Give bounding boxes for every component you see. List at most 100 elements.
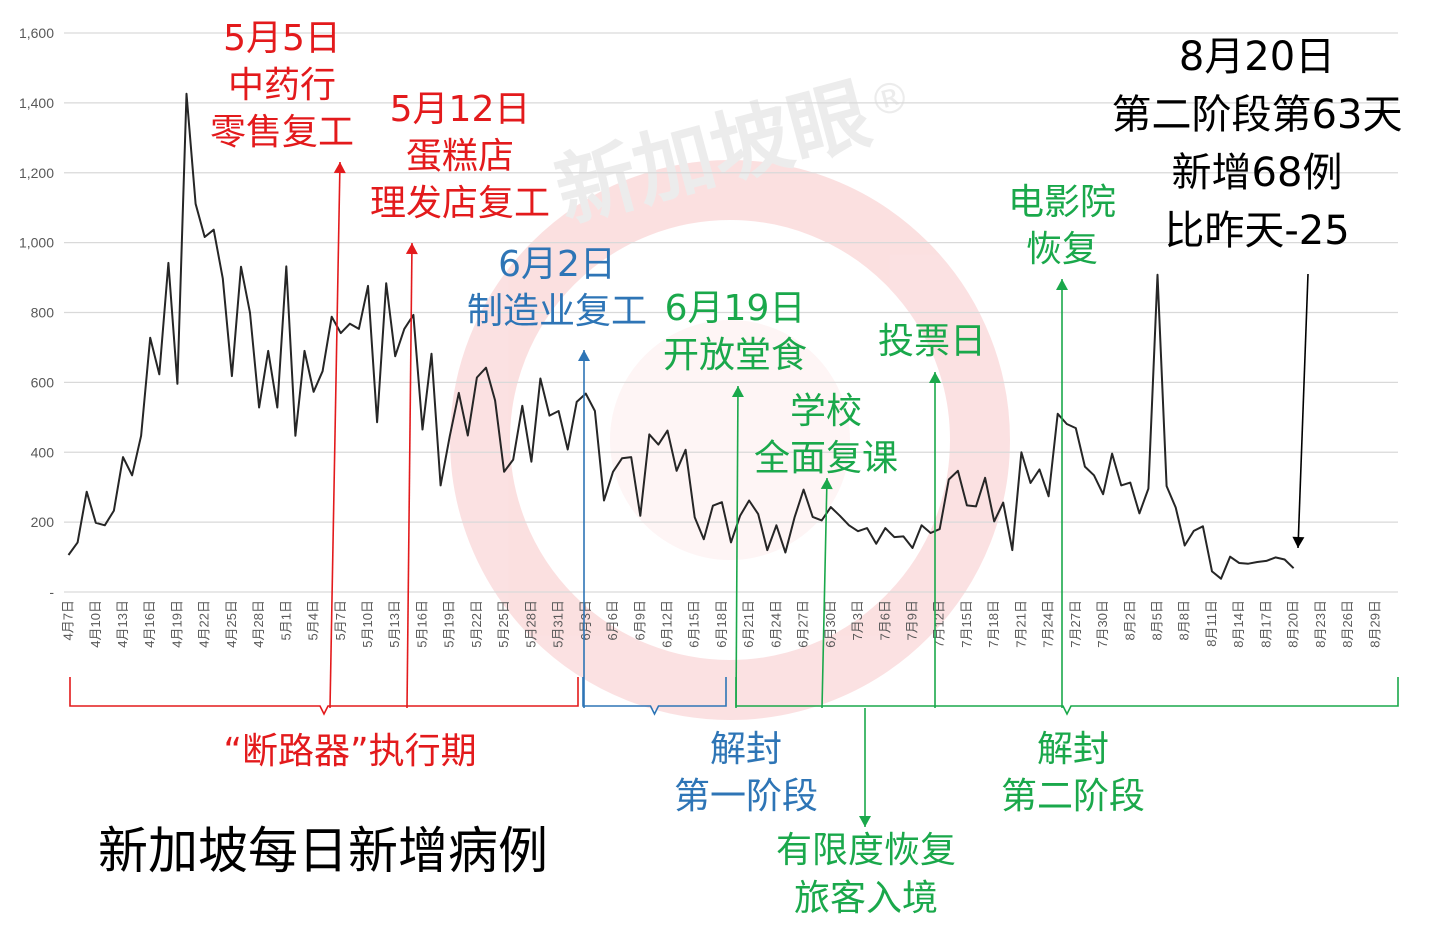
y-tick-label: 1,000 — [19, 235, 54, 251]
annotation-summary-line-4: 比昨天-25 — [1164, 208, 1349, 254]
arrow-may12-shaft — [406, 242, 413, 709]
period-phase2-line-1: 解封 — [1037, 729, 1109, 770]
x-tick-label: 5月31日 — [551, 600, 566, 648]
annotation-summary-line-2: 第二阶段第63天 — [1112, 92, 1403, 138]
x-tick-label: 5月1日 — [278, 600, 293, 640]
annotation-cinema-line-2: 恢复 — [1026, 229, 1098, 270]
arrow-cinema-head — [1056, 279, 1068, 290]
x-tick-label: 6月15日 — [687, 600, 702, 648]
y-tick-label: - — [49, 584, 54, 600]
chart-title: 新加坡每日新增病例 — [98, 822, 548, 880]
period-phase1-line-2: 第一阶段 — [674, 776, 818, 817]
x-tick-label: 6月12日 — [659, 600, 674, 648]
y-tick-label: 600 — [31, 374, 55, 390]
x-tick-label: 8月29日 — [1367, 600, 1382, 648]
annotation-travel: 有限度恢复 旅客入境 — [776, 830, 956, 919]
x-tick-label: 5月22日 — [469, 600, 484, 648]
x-tick-label: 5月16日 — [414, 600, 429, 648]
x-tick-label: 7月30日 — [1095, 600, 1110, 648]
brace-breaker — [69, 677, 579, 716]
annotation-travel-line-2: 旅客入境 — [794, 878, 938, 919]
x-tick-label: 7月12日 — [932, 600, 947, 648]
watermark-registered-mark: ® — [863, 70, 916, 128]
brace-phase1 — [582, 677, 727, 716]
period-phase2-label: 解封 第二阶段 — [1001, 729, 1145, 817]
x-tick-label: 4月25日 — [224, 600, 239, 648]
arrow-summary-shaft — [1297, 273, 1309, 549]
arrow-jun19-shaft — [735, 385, 739, 709]
arrow-may12-head — [405, 243, 418, 255]
x-tick-label: 5月28日 — [523, 600, 538, 648]
y-axis-ticks: - 200 400 600 800 1,000 1,200 1,400 1,600 — [19, 25, 54, 600]
x-tick-label: 6月3日 — [578, 600, 593, 640]
annotation-jun19-line-1: 6月19日 — [665, 288, 806, 329]
x-tick-label: 4月16日 — [142, 600, 157, 648]
x-tick-label: 8月23日 — [1313, 600, 1328, 648]
period-phase2-line-2: 第二阶段 — [1001, 776, 1145, 817]
y-tick-label: 200 — [31, 514, 55, 530]
arrow-may5-head — [333, 162, 346, 174]
x-tick-label: 7月3日 — [850, 600, 865, 640]
annotation-may5-line-1: 5月5日 — [223, 18, 341, 59]
x-tick-label: 7月15日 — [959, 600, 974, 648]
x-tick-label: 4月7日 — [61, 600, 76, 640]
annotation-may5-line-2: 中药行 — [228, 65, 336, 106]
annotation-jun19-line-2: 开放堂食 — [663, 335, 807, 376]
gridlines — [64, 32, 1398, 593]
x-tick-label: 5月4日 — [306, 600, 321, 640]
x-tick-label: 8月11日 — [1204, 600, 1219, 647]
annotation-cinema: 电影院 恢复 — [1008, 182, 1116, 270]
x-tick-label: 7月27日 — [1068, 600, 1083, 648]
annotation-jun2: 6月2日 制造业复工 — [467, 244, 647, 332]
x-tick-label: 7月24日 — [1041, 600, 1056, 648]
y-tick-label: 1,600 — [19, 25, 54, 41]
x-tick-label: 8月17日 — [1258, 600, 1273, 648]
annotation-may12-line-1: 5月12日 — [390, 89, 531, 130]
x-axis-ticks: 4月7日 4月10日 4月13日 4月16日 4月19日 4月22日 4月25日 4月28日 5… — [61, 600, 1383, 648]
annotation-may12-line-3: 理发店复工 — [370, 183, 550, 224]
x-tick-label: 7月21日 — [1013, 600, 1028, 648]
annotation-summary-line-3: 新增68例 — [1172, 150, 1343, 196]
x-tick-label: 8月2日 — [1122, 600, 1137, 640]
x-tick-label: 5月10日 — [360, 600, 375, 648]
arrow-jun2-head — [578, 350, 590, 361]
annotation-summary-line-1: 8月20日 — [1179, 34, 1335, 80]
watermark: 新加坡眼 ® — [450, 67, 1010, 720]
x-tick-label: 8月5日 — [1150, 600, 1165, 640]
annotation-cinema-line-1: 电影院 — [1008, 182, 1116, 223]
annotation-may5: 5月5日 中药行 零售复工 — [210, 18, 354, 153]
annotation-jun19: 6月19日 开放堂食 — [663, 288, 807, 376]
y-tick-label: 1,200 — [19, 165, 54, 181]
annotation-arrows — [329, 161, 1309, 827]
x-tick-label: 6月27日 — [796, 600, 811, 648]
x-tick-label: 8月14日 — [1231, 600, 1246, 648]
x-tick-label: 4月13日 — [115, 600, 130, 648]
x-tick-label: 5月25日 — [496, 600, 511, 648]
arrow-vote-head — [929, 372, 941, 383]
annotation-may5-line-3: 零售复工 — [210, 112, 354, 153]
period-phase1-label: 解封 第一阶段 — [674, 729, 818, 817]
y-tick-label: 400 — [31, 444, 55, 460]
x-tick-label: 7月18日 — [986, 600, 1001, 648]
x-tick-label: 5月19日 — [442, 600, 457, 648]
x-tick-label: 6月21日 — [741, 600, 756, 648]
x-tick-label: 7月9日 — [904, 600, 919, 640]
x-tick-label: 4月22日 — [197, 600, 212, 648]
annotation-school-line-2: 全面复课 — [754, 438, 898, 479]
x-tick-label: 5月7日 — [333, 600, 348, 640]
annotation-school: 学校 全面复课 — [754, 391, 898, 479]
x-tick-label: 4月19日 — [169, 600, 184, 648]
x-tick-label: 8月8日 — [1177, 600, 1192, 640]
annotation-may12-line-2: 蛋糕店 — [406, 136, 514, 177]
arrow-school-shaft — [821, 477, 828, 709]
x-tick-label: 8月20日 — [1286, 600, 1301, 648]
y-tick-label: 800 — [31, 305, 55, 321]
x-tick-label: 4月10日 — [88, 600, 103, 648]
arrow-jun19-head — [731, 386, 744, 398]
arrow-summary-head — [1292, 536, 1305, 548]
annotation-summary: 8月20日 第二阶段第63天 新增68例 比昨天-25 — [1112, 34, 1403, 254]
annotation-may12: 5月12日 蛋糕店 理发店复工 — [370, 89, 550, 224]
x-tick-label: 6月18日 — [714, 600, 729, 648]
annotation-vote: 投票日 — [878, 321, 986, 362]
